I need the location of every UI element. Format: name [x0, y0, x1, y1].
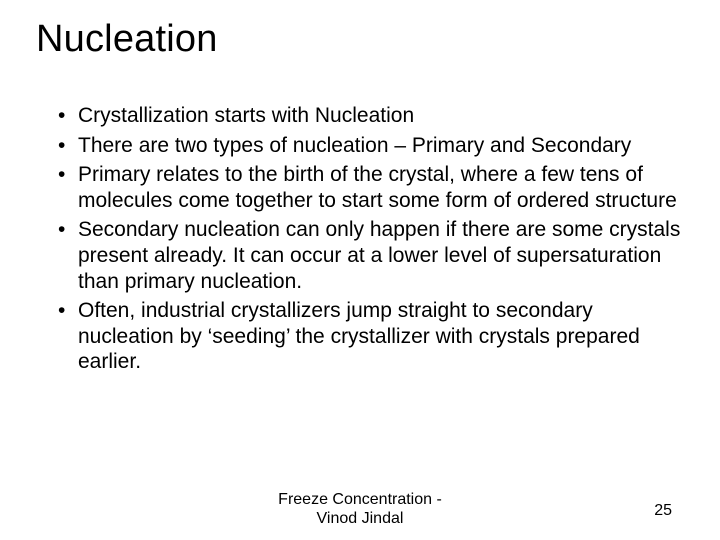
bullet-list: Crystallization starts with Nucleation T…: [36, 103, 690, 375]
bullet-item: Secondary nucleation can only happen if …: [58, 217, 690, 294]
footer-line: Vinod Jindal: [0, 510, 720, 528]
slide: Nucleation Crystallization starts with N…: [0, 0, 720, 540]
slide-title: Nucleation: [36, 18, 690, 61]
bullet-item: There are two types of nucleation – Prim…: [58, 133, 690, 159]
bullet-item: Often, industrial crystallizers jump str…: [58, 298, 690, 375]
footer-line: Freeze Concentration -: [0, 491, 720, 509]
slide-footer: Freeze Concentration - Vinod Jindal: [0, 491, 720, 528]
bullet-item: Primary relates to the birth of the crys…: [58, 162, 690, 213]
page-number: 25: [654, 502, 672, 520]
bullet-item: Crystallization starts with Nucleation: [58, 103, 690, 129]
